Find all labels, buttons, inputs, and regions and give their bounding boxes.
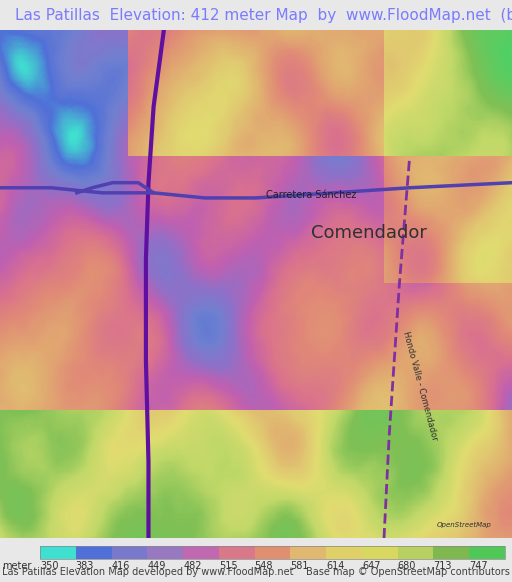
Text: 680: 680 (398, 562, 416, 572)
Bar (254, 546, 290, 559)
Text: OpenStreetMap: OpenStreetMap (437, 522, 492, 528)
Text: Base map © OpenStreetMap contributors: Base map © OpenStreetMap contributors (306, 567, 510, 577)
Text: Las Patillas Elevation Map developed by www.FloodMap.net: Las Patillas Elevation Map developed by … (2, 567, 293, 577)
Bar (219, 546, 254, 559)
Bar (40, 546, 76, 559)
Bar (76, 546, 112, 559)
Text: 713: 713 (434, 562, 452, 572)
Text: 482: 482 (183, 562, 202, 572)
Text: 449: 449 (147, 562, 166, 572)
Text: 515: 515 (219, 562, 238, 572)
Bar (398, 546, 434, 559)
Text: Las Patillas  Elevation: 412 meter Map  by  www.FloodMap.net  (beta): Las Patillas Elevation: 412 meter Map by… (15, 8, 512, 23)
Text: Hondo Valle - Comendador: Hondo Valle - Comendador (401, 331, 439, 442)
Text: 581: 581 (290, 562, 309, 572)
Bar (147, 546, 183, 559)
Text: 614: 614 (326, 562, 345, 572)
Text: 350: 350 (40, 562, 58, 572)
Bar (362, 546, 398, 559)
Text: 647: 647 (362, 562, 380, 572)
Text: 548: 548 (254, 562, 273, 572)
Bar (183, 546, 219, 559)
Text: Comendador: Comendador (311, 225, 426, 243)
Bar (40, 546, 505, 559)
Text: Carretera Sánchez: Carretera Sánchez (266, 190, 357, 200)
Bar (112, 546, 147, 559)
Text: meter: meter (2, 562, 31, 572)
Bar (469, 546, 505, 559)
Text: 383: 383 (76, 562, 94, 572)
Text: 747: 747 (469, 562, 488, 572)
Bar (326, 546, 362, 559)
Bar (290, 546, 326, 559)
Bar (434, 546, 469, 559)
Text: 416: 416 (112, 562, 130, 572)
